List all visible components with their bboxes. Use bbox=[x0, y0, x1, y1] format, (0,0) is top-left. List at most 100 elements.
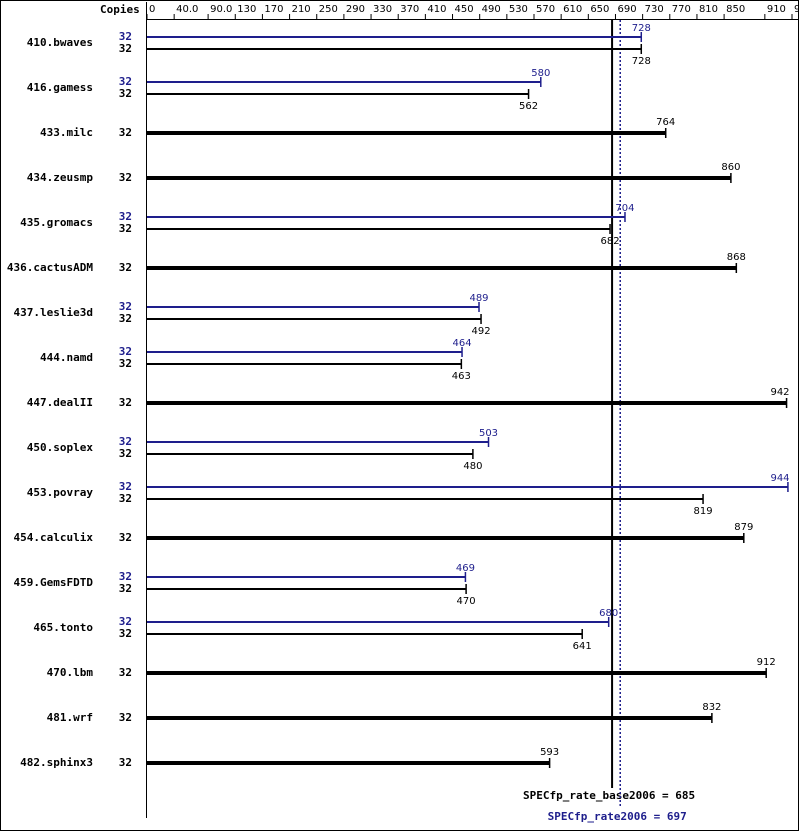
category-label: 433.milc bbox=[40, 126, 93, 139]
copies-label: 32 bbox=[119, 312, 132, 325]
bar bbox=[147, 498, 704, 500]
value-label: 764 bbox=[656, 117, 675, 128]
copies-label: 32 bbox=[119, 210, 132, 223]
bar bbox=[147, 351, 463, 353]
copies-header: Copies bbox=[100, 3, 140, 16]
value-label: 912 bbox=[757, 657, 776, 668]
category-label: 447.dealII bbox=[27, 396, 93, 409]
copies-label: 32 bbox=[119, 396, 132, 409]
bar bbox=[147, 761, 550, 765]
x-tick-label: 330 bbox=[373, 4, 392, 15]
copies-label: 32 bbox=[119, 171, 132, 184]
value-label: 704 bbox=[615, 203, 634, 214]
bar bbox=[147, 363, 462, 365]
value-label: 728 bbox=[632, 56, 651, 67]
x-tick-label: 210 bbox=[292, 4, 311, 15]
bar bbox=[147, 536, 744, 540]
category-label: 482.sphinx3 bbox=[20, 756, 93, 769]
reference-label: SPECfp_rate_base2006 = 685 bbox=[523, 789, 695, 802]
x-tick-label: 0 bbox=[149, 4, 155, 15]
bar bbox=[147, 216, 625, 218]
x-tick-label: 40.0 bbox=[176, 4, 198, 15]
value-label: 879 bbox=[734, 522, 753, 533]
bar bbox=[147, 621, 609, 623]
bar bbox=[147, 306, 480, 308]
category-label: 465.tonto bbox=[33, 621, 93, 634]
bar bbox=[147, 588, 467, 590]
value-label: 464 bbox=[452, 338, 471, 349]
bar bbox=[147, 176, 731, 180]
bar bbox=[147, 131, 666, 135]
x-tick-label: 730 bbox=[645, 4, 664, 15]
value-label: 728 bbox=[632, 23, 651, 34]
value-label: 860 bbox=[721, 162, 740, 173]
value-label: 641 bbox=[573, 641, 592, 652]
category-label: 450.soplex bbox=[27, 441, 94, 454]
copies-label: 32 bbox=[119, 87, 132, 100]
value-label: 503 bbox=[479, 428, 498, 439]
category-label: 435.gromacs bbox=[20, 216, 93, 229]
x-tick-label: 170 bbox=[264, 4, 283, 15]
value-label: 868 bbox=[727, 252, 746, 263]
bar bbox=[147, 93, 529, 95]
bar bbox=[147, 81, 541, 83]
bar bbox=[147, 228, 611, 230]
bar bbox=[147, 48, 642, 50]
copies-label: 32 bbox=[119, 126, 132, 139]
x-tick-label: 690 bbox=[617, 4, 636, 15]
x-tick-label: 570 bbox=[536, 4, 555, 15]
category-label: 410.bwaves bbox=[27, 36, 93, 49]
bar bbox=[147, 486, 788, 488]
x-tick-label: 450 bbox=[455, 4, 474, 15]
category-label: 416.gamess bbox=[27, 81, 93, 94]
category-label: 454.calculix bbox=[14, 531, 94, 544]
copies-label: 32 bbox=[119, 711, 132, 724]
x-tick-label: 770 bbox=[672, 4, 691, 15]
copies-label: 32 bbox=[119, 666, 132, 679]
bar bbox=[147, 318, 482, 320]
copies-label: 32 bbox=[119, 447, 132, 460]
x-tick-label: 250 bbox=[319, 4, 338, 15]
copies-label: 32 bbox=[119, 582, 132, 595]
value-label: 469 bbox=[456, 563, 475, 574]
bar bbox=[147, 453, 473, 455]
bar bbox=[147, 266, 737, 270]
x-tick-label: 910 bbox=[767, 4, 786, 15]
copies-label: 32 bbox=[119, 345, 132, 358]
reference-label: SPECfp_rate2006 = 697 bbox=[548, 810, 687, 823]
x-tick-label: 530 bbox=[509, 4, 528, 15]
copies-label: 32 bbox=[119, 30, 132, 43]
copies-label: 32 bbox=[119, 627, 132, 640]
x-tick-label: 90.0 bbox=[210, 4, 232, 15]
bar bbox=[147, 633, 583, 635]
value-label: 489 bbox=[469, 293, 488, 304]
x-tick-label: 810 bbox=[699, 4, 718, 15]
category-label: 470.lbm bbox=[47, 666, 94, 679]
x-tick-label: 290 bbox=[346, 4, 365, 15]
value-label: 593 bbox=[540, 747, 559, 758]
bar bbox=[147, 36, 642, 38]
copies-label: 32 bbox=[119, 480, 132, 493]
value-label: 580 bbox=[531, 68, 550, 79]
x-tick-label: 410 bbox=[427, 4, 446, 15]
x-tick-label: 850 bbox=[726, 4, 745, 15]
copies-label: 32 bbox=[119, 222, 132, 235]
value-label: 944 bbox=[770, 473, 789, 484]
value-label: 680 bbox=[599, 608, 618, 619]
x-tick-label: 610 bbox=[563, 4, 582, 15]
copies-label: 32 bbox=[119, 531, 132, 544]
category-label: 481.wrf bbox=[47, 711, 93, 724]
x-tick-label: 490 bbox=[482, 4, 501, 15]
category-label: 453.povray bbox=[27, 486, 94, 499]
copies-label: 32 bbox=[119, 570, 132, 583]
copies-label: 32 bbox=[119, 261, 132, 274]
bar bbox=[147, 576, 466, 578]
x-tick-label: 950 bbox=[794, 4, 799, 15]
value-label: 492 bbox=[471, 326, 490, 337]
bar bbox=[147, 671, 767, 675]
category-label: 444.namd bbox=[40, 351, 93, 364]
copies-label: 32 bbox=[119, 756, 132, 769]
copies-label: 32 bbox=[119, 300, 132, 313]
